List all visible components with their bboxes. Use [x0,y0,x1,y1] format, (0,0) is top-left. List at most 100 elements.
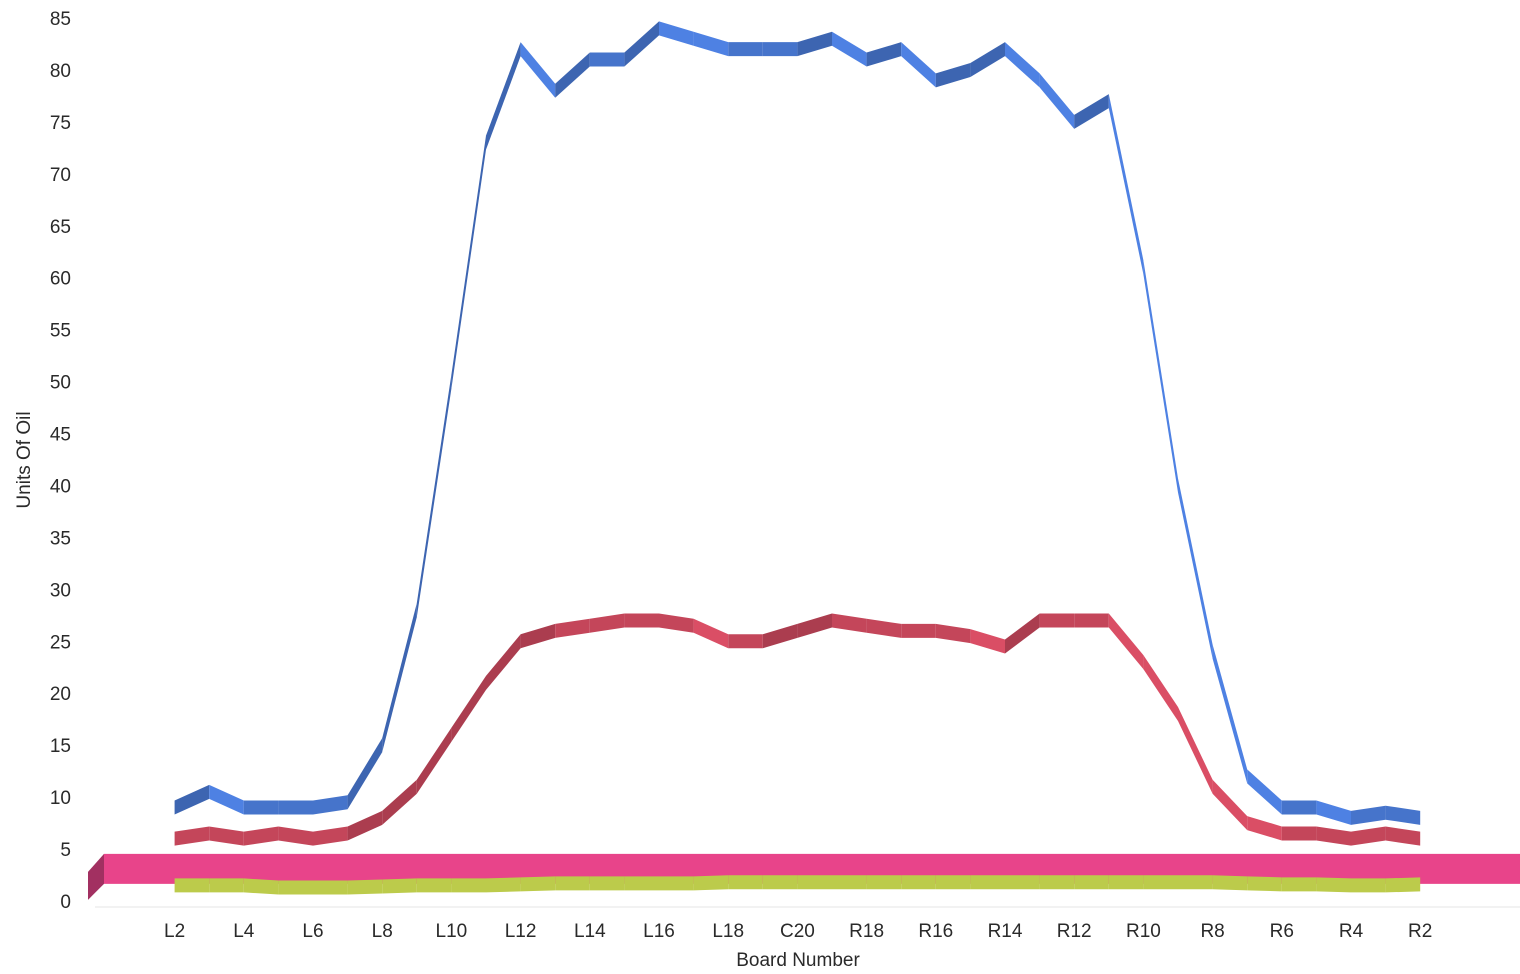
series-0-segment [797,31,832,57]
series-1-segment [416,727,452,794]
series-1-segment [313,826,348,846]
series-2-segment [278,880,313,895]
series-2-segment [728,875,763,890]
series-1-segment [935,623,971,644]
x-tick-label: R4 [1339,921,1364,942]
y-tick-label: 5 [60,840,71,861]
series-1-segment [1005,613,1040,654]
series-2-segment [901,875,936,890]
series-1-segment [624,613,659,628]
x-axis-ticks: L2 L4 L6 L8 L10 L12 L14 L16 L18 C20 R18 R16 R14 R12 R1… [164,921,1432,942]
x-tick-label: L18 [712,921,744,942]
series-1-segment [243,826,279,846]
series-1-segment [520,623,556,649]
series-2-segment [451,878,486,893]
series-0-segment [1039,73,1075,129]
series-2-segment [347,879,383,895]
series-0-segment [416,374,452,618]
x-tick-label: L12 [505,921,537,942]
series-1-segment [762,623,798,649]
y-axis-label: Units Of Oil [14,411,35,508]
series-1-segment [1143,655,1178,722]
series-2-segment [1039,875,1075,890]
series-1-segment [832,613,867,633]
series-0-segment [451,135,486,389]
series-2-segment [1316,877,1351,893]
series-1-segment [486,634,521,690]
x-tick-label: L4 [233,921,255,942]
y-tick-label: 55 [50,321,71,342]
series-1-segment [728,634,763,649]
series-2-segment [1212,875,1248,891]
series-1-segment [659,613,694,633]
series-2-segment [313,880,348,895]
y-tick-label: 40 [50,476,71,497]
series-1-segment [278,826,313,846]
x-tick-label: R2 [1408,921,1432,942]
series-2-segment [935,875,971,890]
series-1-ribbon [174,613,1421,846]
series-1-segment [1351,826,1386,846]
series-0-segment [243,800,279,815]
series-2-segment [970,875,1005,890]
series-2-segment [1385,877,1421,893]
y-tick-label: 35 [50,528,71,549]
series-1-segment [1039,613,1075,628]
series-1-segment [1212,779,1248,831]
series-1-segment [589,613,625,633]
series-2-segment [1281,877,1317,892]
series-1-segment [1108,613,1144,670]
series-2-segment [555,876,590,891]
series-1-segment [451,675,486,742]
series-2-segment [624,876,659,891]
series-0-segment [1385,805,1421,825]
series-2-segment [520,876,556,892]
series-layer [88,21,1520,900]
series-1-segment [1316,826,1351,846]
x-tick-label: L10 [436,921,468,942]
x-tick-label: L14 [574,921,606,942]
series-0-segment [1281,800,1317,815]
series-0-ribbon [174,21,1421,825]
x-tick-label: R16 [918,921,953,942]
series-2-segment [382,878,417,894]
series-1-segment [866,618,902,638]
series-1-segment [1281,826,1317,841]
series-0-segment [1351,805,1386,825]
series-2-segment [174,878,210,893]
series-2-ribbon [174,875,1421,895]
series-1-segment [970,629,1005,654]
series-0-segment [313,795,348,815]
series-2-segment [1247,876,1282,892]
series-0-segment [728,42,763,57]
series-0-segment [520,42,556,98]
series-2-segment [866,875,902,890]
series-0-segment [209,784,244,815]
series-0-segment [347,738,383,810]
series-2-segment [486,877,521,893]
y-axis-ticks: 0 5 10 15 20 25 30 35 40 45 50 55 60 65 70 75 80 85 [50,9,71,913]
series-2-segment [416,878,452,893]
series-2-segment [243,878,279,895]
series-0-segment [382,603,417,753]
series-0-segment [555,52,590,98]
series-0-segment [832,31,867,67]
y-tick-label: 10 [50,788,71,809]
series-0-segment [1178,478,1213,659]
y-tick-label: 75 [50,113,71,134]
series-0-segment [866,42,902,67]
series-0-segment [1212,644,1248,784]
series-0-segment [1108,94,1144,275]
x-tick-label: L16 [643,921,675,942]
series-1-segment [693,618,729,649]
x-tick-label: R6 [1270,921,1294,942]
series-0-segment [1316,800,1351,825]
series-0-segment [589,52,625,67]
series-0-segment [1247,769,1282,815]
y-tick-label: 20 [50,684,71,705]
x-tick-label: R8 [1200,921,1224,942]
y-tick-label: 0 [60,892,71,913]
series-3-band-side [88,853,104,900]
x-tick-label: R10 [1126,921,1161,942]
